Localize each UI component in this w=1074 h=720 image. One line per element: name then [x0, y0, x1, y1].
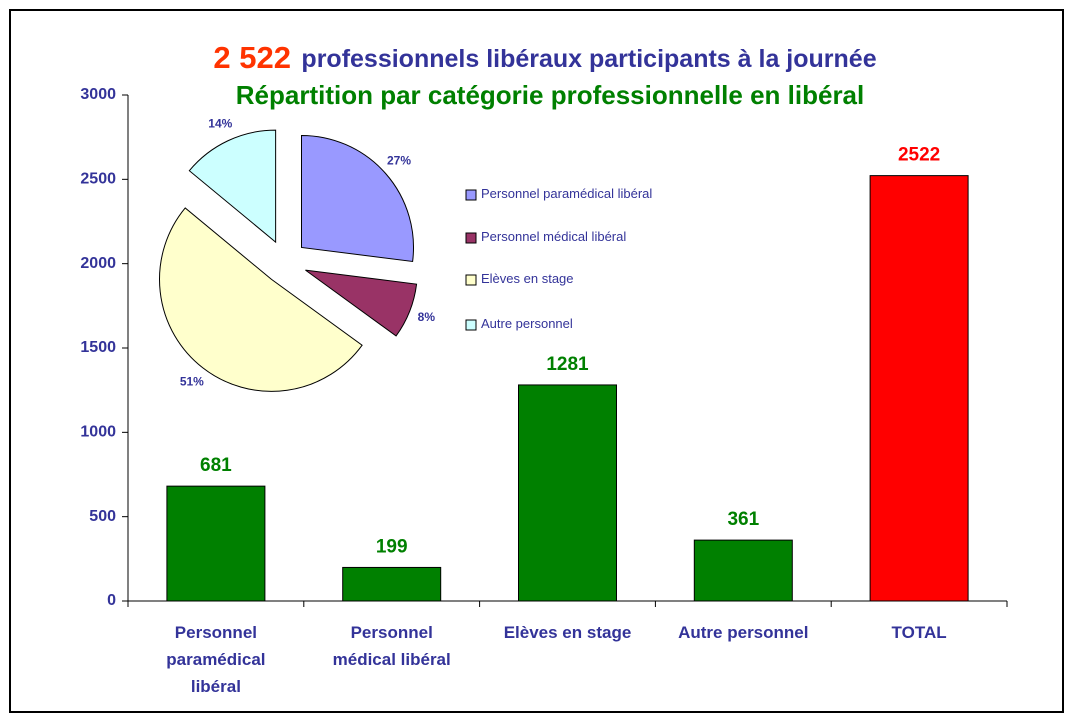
y-tick-label: 2000	[80, 255, 116, 272]
legend-label: Personnel paramédical libéral	[481, 186, 652, 201]
bar	[518, 384, 617, 602]
y-tick-label: 500	[89, 508, 116, 525]
value-label: 199	[376, 536, 408, 557]
title-text: professionnels libéraux participants à l…	[301, 45, 876, 73]
chart-subtitle: Répartition par catégorie professionnell…	[236, 80, 865, 110]
legend-label: Elèves en stage	[481, 271, 574, 286]
y-tick-label: 3000	[80, 86, 116, 103]
pie-slice	[188, 129, 277, 244]
pie-slice	[159, 207, 363, 392]
bar	[869, 175, 969, 602]
title-number: 2 522	[213, 40, 291, 75]
bar	[693, 539, 793, 602]
pie-label: 51%	[180, 374, 204, 388]
legend-label: Autre personnel	[481, 316, 573, 331]
bar	[342, 566, 442, 602]
y-tick-label: 1000	[80, 424, 116, 441]
pie-label: 27%	[387, 154, 411, 168]
y-tick-label: 1500	[80, 339, 116, 356]
y-tick-label: 0	[107, 592, 116, 609]
legend-swatch	[465, 232, 477, 244]
pie-slice	[305, 269, 418, 337]
x-tick-label: Elèves en stage	[504, 623, 632, 642]
legend-swatch	[465, 274, 477, 286]
pie-slice	[301, 134, 414, 263]
x-tick-label: Autre personnel	[678, 623, 808, 642]
value-label: 1281	[546, 354, 589, 375]
legend-swatch	[465, 189, 477, 201]
x-tick-label: Personnel médical libéral	[333, 623, 451, 669]
y-tick-label: 2500	[80, 171, 116, 188]
value-label: 361	[727, 509, 759, 530]
legend-swatch	[465, 319, 477, 331]
bar	[166, 485, 266, 602]
pie-label: 14%	[208, 117, 232, 131]
value-label: 681	[200, 455, 232, 476]
x-tick-label: Personnel paramédical libéral	[166, 623, 265, 696]
legend-label: Personnel médical libéral	[481, 229, 626, 244]
chart-title: 2 522 professionnels libéraux participan…	[213, 40, 876, 75]
value-label: 2522	[898, 145, 940, 166]
pie-label: 8%	[418, 310, 436, 324]
x-tick-label: TOTAL	[892, 623, 947, 642]
